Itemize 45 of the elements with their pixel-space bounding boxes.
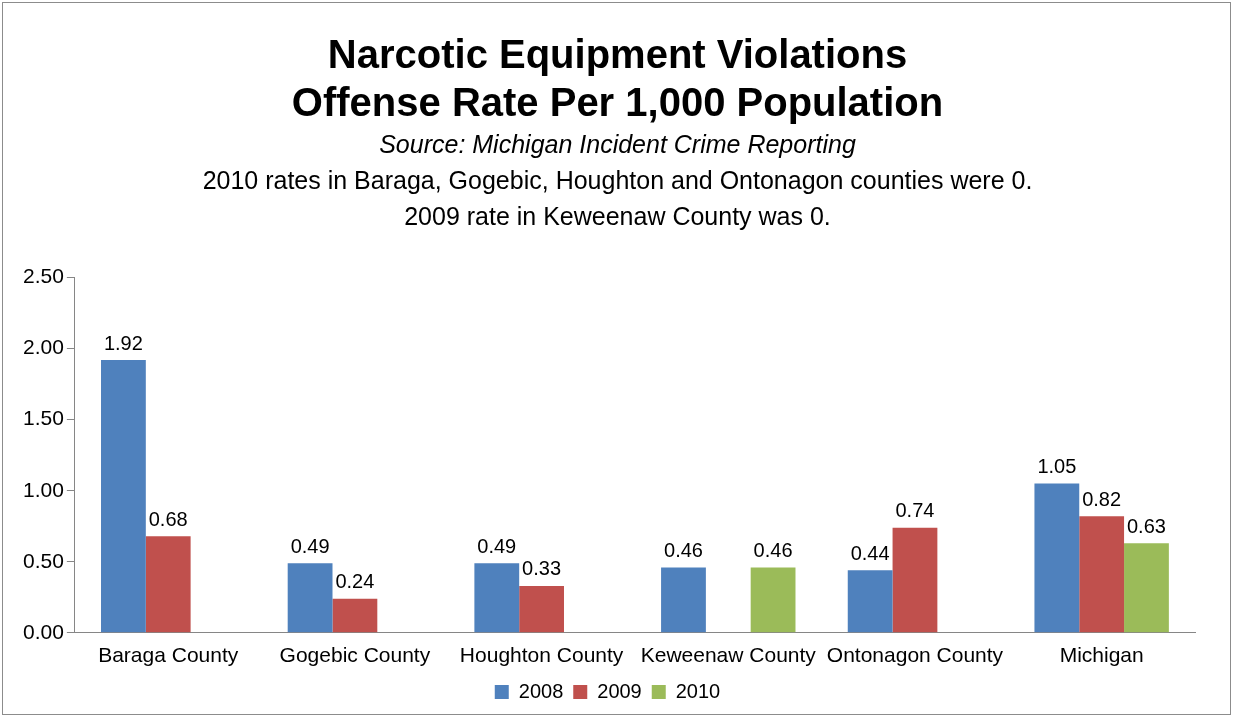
bar xyxy=(519,585,564,633)
x-tick-label: Keweenaw County xyxy=(640,643,817,667)
legend-label: 2008 xyxy=(518,679,564,702)
legend-label: 2010 xyxy=(675,679,721,702)
data-label: 0.24 xyxy=(335,570,375,593)
bar xyxy=(892,527,938,633)
text: 2010 rates in Baraga, Gogebic, Houghton and Ontonagon counties were 0. xyxy=(201,165,1034,196)
bar xyxy=(1079,516,1125,633)
data-label: 0.82 xyxy=(1082,487,1122,510)
text: 2009 rate in Keweenaw County was 0. xyxy=(403,201,832,232)
bar xyxy=(287,563,333,633)
x-tick-label: Baraga County xyxy=(98,643,239,667)
data-label: 0.46 xyxy=(664,538,703,561)
data-label: 0.33 xyxy=(522,557,562,580)
data-label: 0.74 xyxy=(895,499,935,522)
y-tick-label: 2.00 xyxy=(23,335,64,359)
bar xyxy=(145,536,191,633)
bar xyxy=(474,563,520,633)
x-tick-label: Houghton County xyxy=(459,643,624,667)
y-tick-label: 1.50 xyxy=(23,406,64,430)
x-tick-label: Ontonagon County xyxy=(826,643,1004,667)
bar xyxy=(847,570,893,633)
x-tick-label: Gogebic County xyxy=(279,643,431,667)
data-label: 0.46 xyxy=(753,538,793,561)
bar xyxy=(661,567,706,633)
data-label: 0.49 xyxy=(290,534,330,557)
data-label: 1.92 xyxy=(103,331,143,354)
bar xyxy=(750,567,796,633)
data-label: 1.05 xyxy=(1037,455,1077,478)
bar xyxy=(101,360,146,633)
x-tick-label: Michigan xyxy=(1059,643,1144,667)
y-tick-label: 1.00 xyxy=(23,477,64,501)
y-tick-label: 2.50 xyxy=(23,264,64,288)
y-tick-label: 0.50 xyxy=(23,548,64,572)
y-tick-label: 0.00 xyxy=(23,619,64,643)
data-label: 0.44 xyxy=(850,541,890,564)
data-label: 0.68 xyxy=(148,507,188,530)
bar xyxy=(332,598,378,633)
chart-title: Narcotic Equipment Violations Offense Rate Per 1,000 Population xyxy=(290,31,945,126)
bar xyxy=(1034,483,1080,633)
bar xyxy=(1124,543,1169,633)
source-note: Source: Michigan Incident Crime Reporting xyxy=(378,129,857,160)
data-label: 0.49 xyxy=(477,534,517,557)
legend-label: 2009 xyxy=(597,679,642,702)
data-label: 0.63 xyxy=(1126,514,1166,537)
